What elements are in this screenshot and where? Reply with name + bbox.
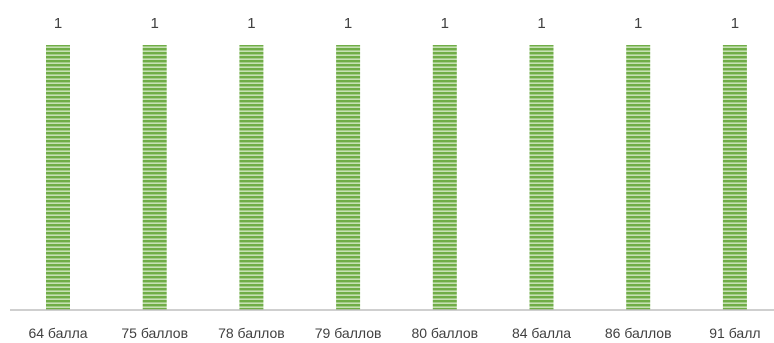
x-tick-label-6: 84 балла xyxy=(512,325,571,341)
x-tick-label-3: 78 баллов xyxy=(218,325,285,341)
x-tick-label-8: 91 балл xyxy=(709,325,760,341)
x-tick-labels-group: 64 балла 75 баллов 78 баллов 79 баллов 80 ба… xyxy=(28,325,760,341)
data-label-4: 1 xyxy=(344,15,352,32)
bar-1 xyxy=(46,45,70,310)
data-label-1: 1 xyxy=(54,15,62,32)
data-label-8: 1 xyxy=(731,15,739,32)
x-tick-label-2: 75 баллов xyxy=(121,325,188,341)
bar-8 xyxy=(722,45,747,310)
data-label-2: 1 xyxy=(151,15,159,32)
x-tick-label-4: 79 баллов xyxy=(315,325,382,341)
bar-2 xyxy=(142,45,167,310)
data-label-3: 1 xyxy=(247,15,255,32)
data-label-6: 1 xyxy=(537,15,545,32)
data-labels-group: 1 1 1 1 1 1 1 1 xyxy=(54,15,739,32)
x-tick-label-1: 64 балла xyxy=(28,325,87,341)
bars-group xyxy=(46,45,747,310)
data-label-7: 1 xyxy=(634,15,642,32)
x-tick-label-7: 86 баллов xyxy=(605,325,672,341)
x-tick-label-5: 80 баллов xyxy=(411,325,478,341)
data-label-5: 1 xyxy=(441,15,449,32)
bar-7 xyxy=(626,45,651,310)
bar-3 xyxy=(239,45,264,310)
bar-5 xyxy=(432,45,457,310)
bar-6 xyxy=(529,45,554,310)
bar-4 xyxy=(336,45,361,310)
